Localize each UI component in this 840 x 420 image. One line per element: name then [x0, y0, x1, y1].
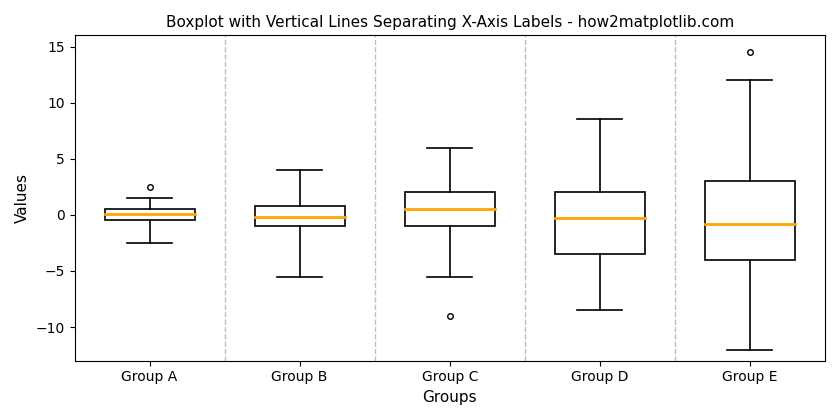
Bar [705, 181, 795, 260]
X-axis label: Groups: Groups [423, 390, 477, 405]
Title: Boxplot with Vertical Lines Separating X-Axis Labels - how2matplotlib.com: Boxplot with Vertical Lines Separating X… [165, 15, 734, 30]
Bar [104, 209, 195, 220]
Y-axis label: Values: Values [15, 173, 30, 223]
Bar [555, 192, 645, 254]
Bar [255, 206, 344, 226]
Bar [405, 192, 495, 226]
